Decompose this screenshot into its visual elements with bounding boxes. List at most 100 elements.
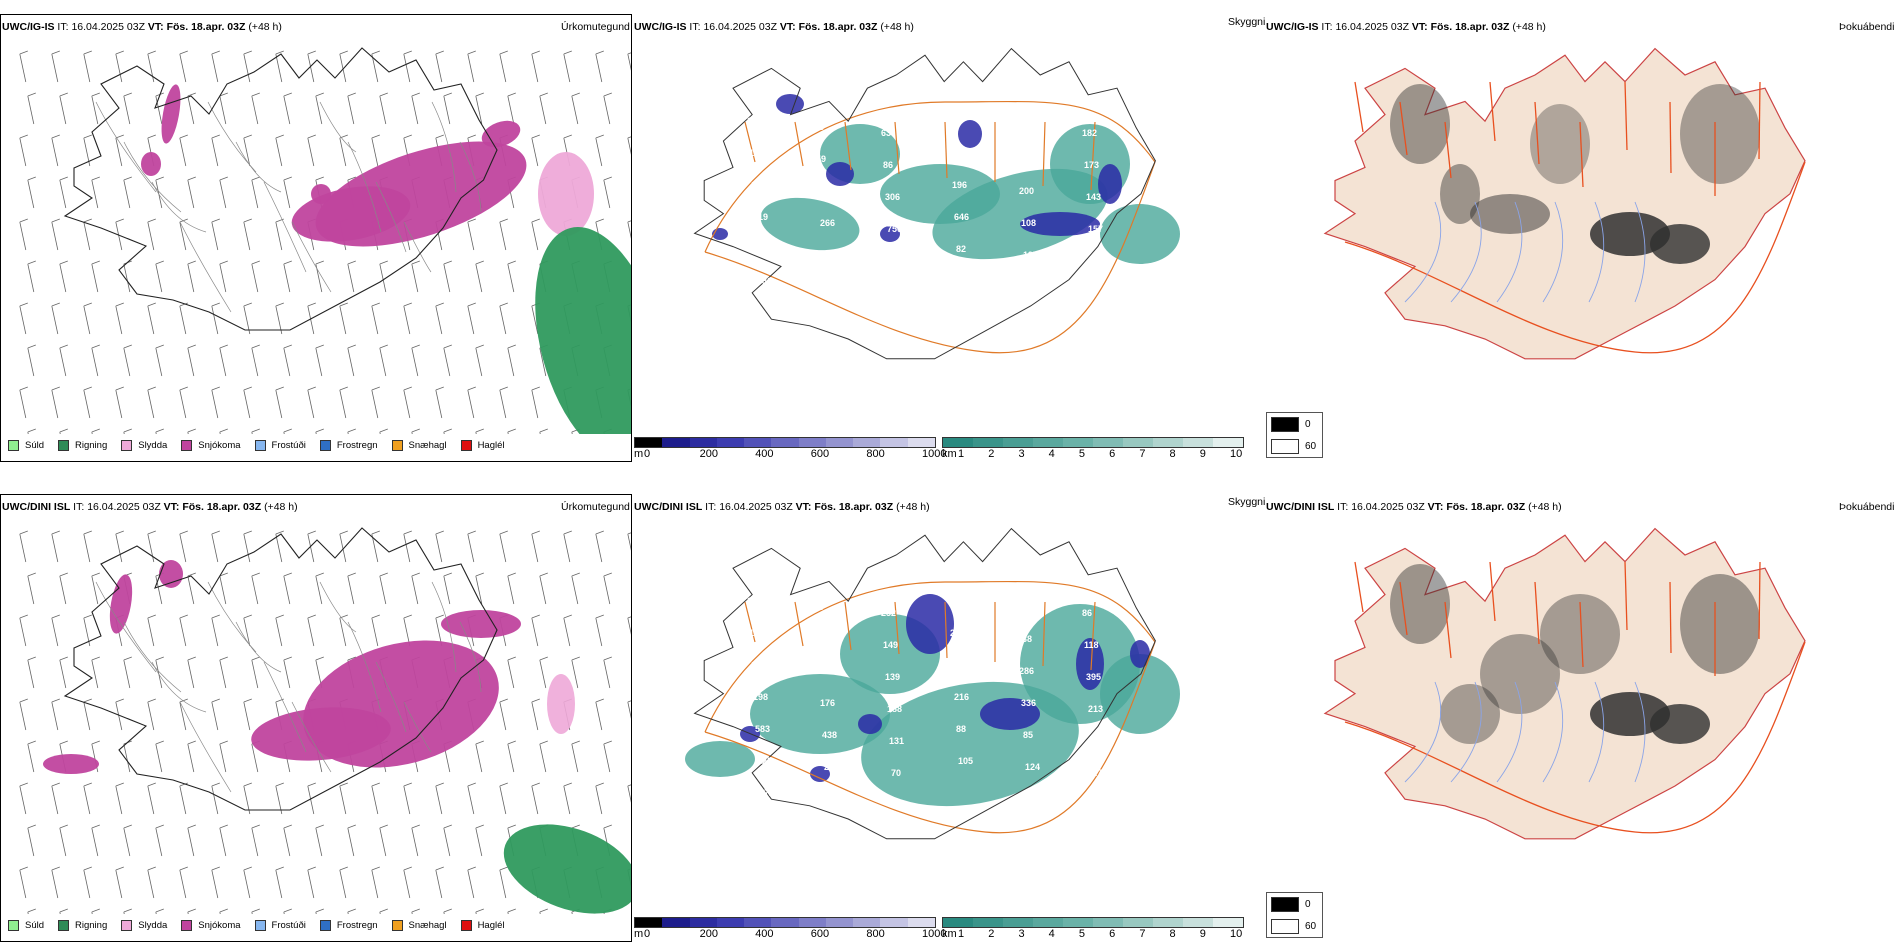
- wind-barb: [83, 386, 92, 419]
- rain-area: [503, 824, 631, 914]
- wind-barb: [91, 656, 100, 689]
- visibility-area: [1100, 654, 1180, 734]
- colorbar-cell: [1183, 438, 1213, 447]
- wind-barb: [315, 824, 324, 857]
- wind-barb: [219, 656, 228, 689]
- wind-barb: [435, 50, 444, 83]
- fog-indicator-area: [1470, 194, 1550, 234]
- wind-barb: [91, 428, 100, 434]
- low-cloud-area: [1020, 212, 1100, 236]
- wind-barb: [187, 908, 196, 914]
- wind-barb: [283, 824, 292, 857]
- wind-barb: [603, 740, 612, 773]
- legend-item-7: Haglél: [460, 920, 505, 931]
- wind-barb: [91, 824, 100, 857]
- wind-barb: [371, 866, 380, 899]
- road-line: [894, 121, 900, 175]
- visibility-tick: 2: [988, 928, 995, 940]
- legend-swatch: [391, 440, 403, 451]
- wind-barb: [339, 50, 348, 83]
- wind-barb: [51, 782, 60, 815]
- cloud-base-label: 169: [751, 180, 766, 190]
- wind-barb: [507, 656, 516, 689]
- wind-barb: [251, 908, 260, 914]
- wind-barb: [379, 260, 388, 293]
- wind-barb: [627, 784, 631, 803]
- wind-barb: [51, 134, 60, 167]
- wind-barb: [475, 92, 484, 125]
- low-cloud-area: [880, 226, 900, 242]
- wind-barb: [467, 530, 476, 563]
- visibility-tick: 9: [1199, 448, 1206, 460]
- wind-barb: [123, 176, 132, 209]
- cloud-base-label: 161: [1017, 154, 1032, 164]
- wind-barb: [123, 656, 132, 689]
- wind-barb: [371, 530, 380, 563]
- wind-barb: [403, 386, 412, 419]
- wind-barb: [627, 220, 631, 239]
- wind-barb: [91, 572, 100, 605]
- wind-barb: [283, 572, 292, 605]
- wind-barb: [443, 572, 452, 605]
- cloud-base-label: 86: [1082, 608, 1092, 618]
- cloud-base-label: 70: [891, 768, 901, 778]
- legend-label: Rigning: [75, 920, 108, 931]
- cloud-base-label: 222: [826, 794, 841, 804]
- fog-legend-label: 60: [1305, 921, 1317, 932]
- wind-barb: [275, 782, 284, 815]
- road-line: [319, 581, 357, 633]
- fog-indicator-area: [1480, 634, 1560, 714]
- wind-barb: [123, 92, 132, 125]
- wind-barb: [115, 218, 124, 251]
- road-line: [319, 101, 357, 153]
- wind-barb: [435, 782, 444, 815]
- river-line: [1634, 201, 1646, 303]
- cloud-base-label: 433: [879, 576, 894, 586]
- visibility-tick: 7: [1139, 928, 1146, 940]
- cloud-base-label: 239: [818, 186, 833, 196]
- wind-barb: [571, 740, 580, 773]
- legend-item-0: Súld: [8, 920, 44, 931]
- wind-barb: [179, 218, 188, 251]
- cloud-base-label: 104: [816, 634, 831, 644]
- cloud-base-label: 200: [1019, 186, 1034, 196]
- cloud-base-label: 63: [948, 596, 958, 606]
- wind-barb: [187, 824, 196, 857]
- wind-barb: [211, 50, 220, 83]
- low-cloud-area: [1130, 640, 1150, 668]
- wind-barb: [211, 866, 220, 899]
- cloud-base-label: 379: [818, 666, 833, 676]
- wind-barb: [243, 866, 252, 899]
- visibility-tick: 8: [1169, 448, 1176, 460]
- fog-indicator-area: [1680, 574, 1760, 674]
- colorbar-cell: [635, 438, 663, 447]
- colorbar-cell: [880, 918, 908, 927]
- wind-barb: [19, 50, 28, 83]
- river-line: [1450, 201, 1482, 303]
- wind-barb: [475, 572, 484, 605]
- wind-barb: [19, 614, 28, 647]
- low-cloud-area: [1076, 638, 1104, 690]
- colorbar-cell: [716, 918, 745, 927]
- wind-barb: [531, 50, 540, 83]
- road-line: [403, 701, 432, 753]
- road-line: [1669, 101, 1672, 174]
- river-line: [1588, 681, 1605, 783]
- visibility-tick: 5: [1078, 928, 1085, 940]
- legend-swatch: [319, 920, 331, 931]
- wind-barb: [603, 176, 612, 209]
- road-line: [1354, 81, 1364, 133]
- legend-item-7: Haglél: [460, 440, 505, 451]
- cloud-base-label: 696: [1090, 256, 1105, 266]
- wind-barb: [179, 134, 188, 167]
- cloud-base-label: 83: [1090, 736, 1100, 746]
- cloud-base-label: 85: [1023, 730, 1033, 740]
- wind-barb: [563, 614, 572, 647]
- river-network: [1404, 681, 1646, 783]
- precip-legend: Súld Rigning Slydda Snjókoma Frostúði Frostre…: [8, 440, 519, 451]
- colorbar-cell: [853, 918, 881, 927]
- wind-barb: [531, 218, 540, 251]
- wind-barb: [627, 52, 631, 71]
- colorbar-cell: [943, 918, 973, 927]
- wind-barb: [347, 824, 356, 857]
